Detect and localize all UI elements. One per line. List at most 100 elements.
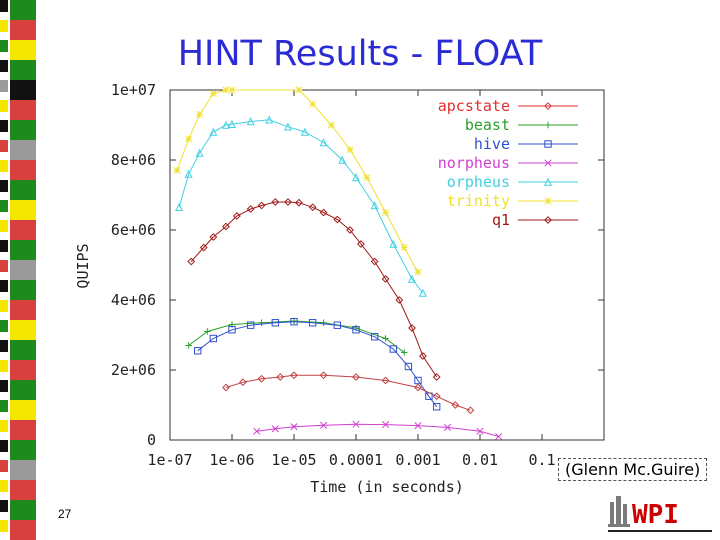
series-layer — [173, 86, 503, 441]
data-point — [239, 378, 247, 387]
y-axis-label: QUIPS — [74, 243, 92, 288]
strip-block — [10, 400, 36, 421]
data-point — [432, 403, 441, 411]
data-point — [333, 215, 342, 224]
strip-block — [10, 380, 36, 401]
strip-block — [10, 520, 36, 540]
strip-block — [10, 480, 36, 501]
data-point — [389, 345, 398, 353]
data-point — [195, 148, 204, 157]
legend-marker — [544, 216, 552, 224]
data-point — [414, 268, 422, 276]
data-point — [222, 222, 230, 231]
data-point — [370, 201, 379, 210]
legend-label: orpheus — [447, 173, 510, 191]
legend-marker — [544, 121, 552, 129]
wpi-logo-text: WPI — [632, 500, 679, 530]
legend-label: hive — [474, 135, 510, 153]
strip-block-accent — [0, 480, 8, 492]
data-point — [444, 423, 452, 431]
strip-block — [10, 440, 36, 461]
y-axis-ticks: 0 2e+06 4e+06 6e+06 8e+06 1e+07 — [111, 81, 604, 449]
data-point — [352, 326, 360, 334]
legend-label: apcstate — [438, 97, 510, 115]
strip-block — [10, 0, 36, 21]
data-point — [308, 319, 317, 327]
strip-block-accent — [0, 100, 8, 112]
strip-block-accent — [0, 0, 8, 12]
data-point — [338, 155, 347, 164]
data-point — [381, 376, 390, 385]
x-tick-label: 0.0001 — [329, 451, 383, 469]
strip-block-accent — [0, 80, 8, 92]
strip-block — [10, 360, 36, 381]
data-point — [199, 243, 208, 252]
data-point — [265, 115, 274, 124]
data-point — [257, 374, 266, 383]
data-point — [419, 352, 427, 360]
strip-block-accent — [0, 440, 8, 452]
strip-block-accent — [0, 500, 8, 512]
data-point — [400, 243, 408, 252]
strip-block — [10, 200, 36, 221]
series-line-trinity — [176, 89, 419, 273]
series-norpheus — [253, 420, 503, 441]
strip-block — [10, 100, 36, 121]
data-point — [352, 420, 360, 428]
y-tick-label: 4e+06 — [111, 291, 156, 309]
series-q1 — [187, 198, 441, 381]
strip-block — [10, 420, 36, 441]
data-point — [246, 117, 255, 126]
data-point — [257, 201, 266, 210]
data-point — [309, 100, 317, 108]
data-point — [246, 205, 255, 213]
data-point — [320, 319, 327, 326]
strip-block — [10, 340, 36, 361]
legend-marker — [544, 159, 552, 167]
x-tick-label: 0.01 — [462, 451, 498, 469]
data-point — [185, 135, 193, 143]
data-point — [381, 275, 390, 283]
data-point — [352, 373, 360, 381]
data-point — [187, 257, 196, 266]
x-tick-label: 1e-05 — [271, 451, 316, 469]
strip-block-accent — [0, 420, 8, 432]
data-point — [320, 421, 328, 429]
legend-marker — [544, 197, 552, 205]
strip-block-accent — [0, 40, 8, 52]
data-point — [209, 89, 217, 98]
data-point — [495, 432, 503, 441]
data-point — [295, 86, 303, 94]
y-tick-label: 1e+07 — [111, 81, 156, 99]
data-point — [319, 208, 328, 217]
data-point — [476, 427, 484, 435]
strip-block-accent — [0, 200, 8, 212]
slide-color-strip — [0, 0, 36, 540]
data-point — [196, 110, 204, 119]
data-point — [246, 321, 255, 329]
data-point — [271, 319, 280, 327]
data-point — [351, 173, 361, 182]
data-point — [227, 119, 237, 128]
strip-block-accent — [0, 220, 8, 232]
x-axis-label: Time (in seconds) — [310, 478, 464, 496]
data-point — [194, 347, 202, 355]
strip-block-accent — [0, 180, 8, 192]
data-point — [346, 145, 354, 154]
strip-block — [10, 220, 36, 241]
strip-block-accent — [0, 340, 8, 352]
data-point — [333, 321, 342, 329]
data-point — [370, 257, 379, 266]
data-point — [209, 334, 218, 343]
data-point — [451, 401, 460, 409]
data-point — [258, 319, 265, 326]
slide-title: HINT Results - FLOAT — [177, 34, 543, 74]
data-point — [363, 173, 371, 182]
data-point — [414, 383, 422, 392]
strip-block — [10, 180, 36, 201]
data-point — [327, 121, 335, 129]
credit-box: (Glenn Mc.Guire) — [558, 458, 708, 481]
strip-block-accent — [0, 320, 8, 332]
strip-block — [10, 320, 36, 341]
